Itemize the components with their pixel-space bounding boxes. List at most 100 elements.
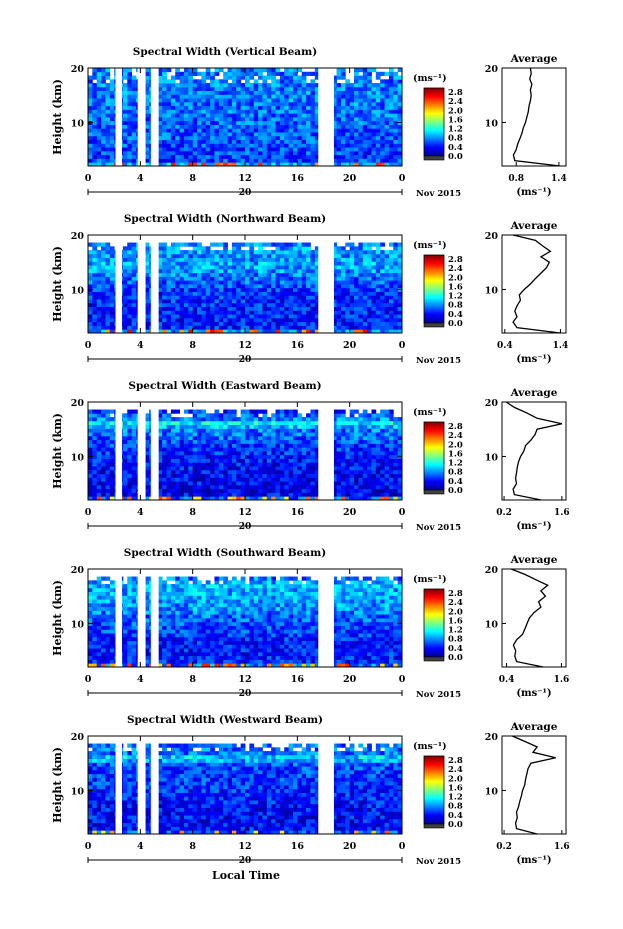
heatmap-cell [144,454,150,459]
heatmap-cell [297,435,303,441]
heatmap-cell [306,158,311,163]
heatmap-cell [336,325,342,330]
heatmap-cell [349,447,355,452]
heatmap-cell [201,439,207,444]
heatmap-cell [223,469,228,475]
heatmap-cell [297,314,303,319]
heatmap-cell [183,79,189,84]
heatmap-cell [166,321,172,326]
heatmap-cell [127,321,133,326]
heatmap-cell [223,109,228,114]
heatmap-cell [266,481,272,486]
heatmap-cell [96,473,102,478]
heatmap-cell [340,143,346,148]
heatmap-cell [297,451,303,456]
heatmap-cell [214,94,220,99]
heatmap-cell [262,291,268,296]
heatmap-cell [201,488,207,493]
heatmap-cell [297,246,303,251]
heatmap-cell [249,469,255,475]
heatmap-cell [284,484,290,490]
heatmap-cell [162,83,167,88]
heatmap-cell [127,451,133,456]
heatmap-cell [266,428,272,433]
heatmap-cell [310,439,316,444]
heatmap-cell [253,120,259,125]
heatmap-cell [349,117,355,122]
heatmap-cell [340,135,346,141]
heatmap-cell [284,150,290,156]
heatmap-cell [170,291,176,296]
heatmap-cell [197,439,202,444]
heatmap-cell [197,477,202,482]
heatmap-cell [162,443,167,448]
heatmap-cell [258,265,263,270]
heatmap-cell [240,158,246,163]
heatmap-cell [345,310,351,315]
heatmap-cell [223,150,228,156]
heatmap-cell [284,147,290,152]
heatmap-cell [362,280,368,285]
heatmap-cell [101,462,106,467]
heatmap-cell [367,242,372,247]
heatmap-cell [332,124,337,129]
heatmap-cell [183,481,189,486]
heatmap-cell [240,162,246,167]
heatmap-cell [245,276,250,281]
heatmap-cell [214,439,220,444]
heatmap-cell [266,317,272,323]
heatmap-cell [157,443,163,448]
heatmap-cell [253,83,259,88]
heatmap-cell [375,139,381,144]
heatmap-cell [271,321,276,326]
heatmap-cell [157,432,163,437]
heatmap-cell [345,272,351,277]
heatmap-cell [362,98,368,103]
heatmap-cell [288,443,294,448]
heatmap-cell [245,321,250,326]
heatmap-cell [380,310,385,315]
heatmap-cell [375,113,381,118]
heatmap-cell [88,109,93,114]
heatmap-cell [223,265,228,270]
heatmap-cell [231,83,237,88]
heatmap-cell [384,306,390,311]
heatmap-cell [284,132,290,137]
heatmap-cell [162,432,167,437]
heatmap-cell [388,154,394,159]
heatmap-cell [397,310,403,315]
heatmap-cell [336,496,342,501]
heatmap-cell [162,451,167,456]
heatmap-cell [336,299,342,304]
heatmap-cell [109,454,115,459]
heatmap-cell [183,139,189,144]
heatmap-cell [179,75,185,80]
heatmap-cell [288,310,294,315]
heatmap-cell [205,314,211,319]
heatmap-cell [201,428,207,433]
avg-y-tick-label: 20 [485,231,499,242]
heatmap-cell [262,86,268,92]
heatmap-cell [253,162,259,167]
heatmap-cell [231,477,237,482]
heatmap-cell [397,68,403,73]
heatmap-cell [362,90,368,95]
heatmap-cell [336,488,342,493]
heatmap-cell [101,113,106,118]
heatmap-cell [336,90,342,95]
heatmap-cell [371,329,377,334]
heatmap-cell [197,268,202,274]
heatmap-cell [88,135,93,141]
heatmap-cell [332,253,337,259]
heatmap-cell [245,68,250,73]
heatmap-cell [314,86,320,92]
heatmap-cell [183,101,189,107]
heatmap-cell [188,272,194,277]
heatmap-cell [175,295,180,300]
heatmap-cell [88,162,93,167]
heatmap-cell [275,265,281,270]
heatmap-cell [245,469,250,475]
heatmap-cell [262,451,268,456]
heatmap-cell [297,265,303,270]
heatmap-cell [340,287,346,292]
